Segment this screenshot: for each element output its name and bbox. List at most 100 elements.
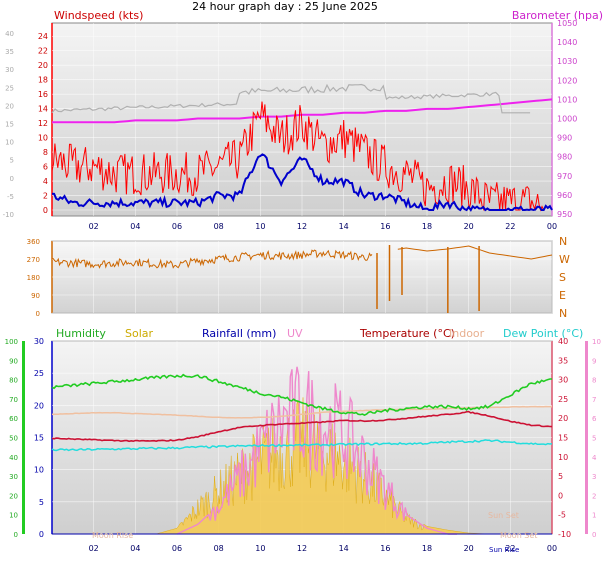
panel-direction-tick-labels: 360 N 270 W 180 S 90 E 0 N	[27, 235, 570, 320]
uv-tick-label: 4	[592, 454, 597, 462]
legend-solar: Solar	[125, 327, 154, 340]
x-tick-label: 04	[130, 222, 140, 231]
wind-tick-label: 12	[38, 119, 48, 128]
uv-tick-label: 6	[592, 415, 597, 423]
rain-tick-label: 30	[34, 337, 44, 346]
legend-temperature: Temperature (°C)	[359, 327, 455, 340]
x-tick-label: 06	[172, 544, 182, 553]
humidity-tick-label: 30	[9, 473, 18, 481]
baro-tick-label: 980	[557, 153, 572, 162]
panel-wind-series	[51, 83, 553, 212]
humidity-axis-bar	[22, 341, 25, 534]
panel-wind-tick-labels: 2422201816141210864201050104010301020101…	[3, 19, 578, 231]
direction-tick-label: 90	[31, 292, 40, 300]
barometer-axis-label: Barometer (hpa)	[512, 9, 603, 22]
annotation-sun-set: Sun Set	[488, 511, 519, 520]
outer-tick-label: 20	[5, 102, 14, 110]
x-tick-label: 08	[214, 222, 224, 231]
x-tick-label: 10	[255, 544, 265, 553]
humidity-tick-label: 90	[9, 357, 18, 365]
dew-point-line	[51, 439, 553, 452]
outer-tick-label: 30	[5, 66, 14, 74]
direction-tick-label: 270	[27, 256, 40, 264]
compass-tick-label: W	[559, 253, 570, 266]
humidity-tick-label: 40	[9, 454, 18, 462]
rain-tick-label: 5	[39, 498, 44, 507]
temp-tick-label: 25	[558, 395, 568, 404]
uv-tick-label: 9	[592, 357, 596, 365]
x-tick-label: 08	[214, 544, 224, 553]
rain-tick-label: 25	[34, 369, 44, 378]
wind-tick-label: 24	[38, 32, 48, 41]
x-tick-label: 12	[297, 544, 307, 553]
wind-gust-line	[51, 101, 544, 212]
humidity-tick-label: 100	[5, 338, 18, 346]
uv-tick-label: 5	[592, 435, 596, 443]
uv-line	[176, 366, 457, 535]
rain-tick-label: 10	[34, 466, 44, 475]
baro-tick-label: 1000	[557, 115, 577, 124]
baro-tick-label: 1040	[557, 38, 577, 47]
temperature-line	[51, 410, 553, 443]
annotation-moon-set: Moon Set	[500, 531, 537, 540]
compass-tick-label: N	[559, 307, 567, 320]
x-tick-label: 10	[255, 222, 265, 231]
wind-direction-line	[51, 249, 373, 269]
baro-tick-label: 1010	[557, 95, 577, 104]
wind-tick-label: 10	[38, 134, 48, 143]
temp-tick-label: 40	[558, 337, 568, 346]
x-tick-label: 14	[339, 544, 349, 553]
outer-tick-label: 40	[5, 30, 14, 38]
baro-tick-label: 1050	[557, 19, 577, 28]
barometer-line	[52, 98, 553, 124]
uv-tick-label: 0	[592, 531, 596, 539]
panel-climate-tick-labels: 1009080706050403020100302520151050403530…	[5, 337, 601, 553]
baro-tick-label: 950	[557, 210, 572, 219]
rain-tick-label: 20	[34, 401, 44, 410]
temp-tick-label: 30	[558, 376, 568, 385]
outer-tick-label: 0	[10, 175, 14, 183]
temp-tick-label: 5	[558, 472, 563, 481]
uv-tick-label: 1	[592, 512, 596, 520]
legend-humidity: Humidity	[56, 327, 106, 340]
direction-tick-label: 0	[36, 310, 40, 318]
baro-tick-label: 1030	[557, 57, 577, 66]
humidity-tick-label: 60	[9, 415, 18, 423]
wind-tick-label: 2	[43, 192, 48, 201]
annotation-moon-rise: Moon Rise	[92, 531, 133, 540]
baro-tick-label: 960	[557, 191, 572, 200]
x-tick-label: 12	[297, 222, 307, 231]
x-tick-label: 22	[505, 544, 515, 553]
temp-tick-label: 0	[558, 491, 563, 500]
temp-tick-label: 35	[558, 356, 568, 365]
wind-tick-label: 6	[43, 163, 48, 172]
humidity-tick-label: 70	[9, 396, 18, 404]
outer-tick-label: 15	[5, 121, 14, 129]
wind-tick-label: 4	[43, 177, 48, 186]
wind-tick-label: 8	[43, 148, 48, 157]
humidity-tick-label: 20	[9, 492, 18, 500]
humidity-tick-label: 10	[9, 512, 18, 520]
panel-direction-series	[51, 245, 553, 313]
temp-tick-label: -5	[558, 511, 566, 520]
x-tick-label: 02	[89, 544, 99, 553]
x-tick-label: 18	[422, 544, 432, 553]
temp-tick-label: 20	[558, 414, 568, 423]
wind-tick-label: 20	[38, 61, 48, 70]
baro-tick-label: 970	[557, 172, 572, 181]
x-tick-label: 00	[547, 544, 557, 553]
temp-tick-label: 10	[558, 453, 568, 462]
x-tick-label: 06	[172, 222, 182, 231]
x-tick-label: 20	[464, 222, 474, 231]
temp-tick-label: 15	[558, 434, 568, 443]
baro-tick-label: 1020	[557, 76, 577, 85]
wind-tick-label: 16	[38, 90, 48, 99]
uv-tick-label: 7	[592, 396, 596, 404]
compass-tick-label: E	[559, 289, 566, 302]
direction-tick-label: 180	[27, 274, 40, 282]
uv-tick-label: 10	[592, 338, 601, 346]
x-tick-label: 20	[464, 544, 474, 553]
uv-tick-label: 8	[592, 377, 596, 385]
legend-uv: UV	[287, 327, 303, 340]
